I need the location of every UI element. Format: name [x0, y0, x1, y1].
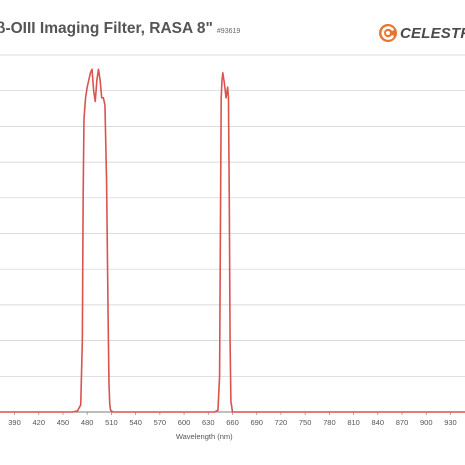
x-tick-label: 810: [347, 418, 360, 427]
x-tick-label: 780: [323, 418, 336, 427]
x-tick-label: 480: [81, 418, 94, 427]
x-tick-label: 930: [444, 418, 457, 427]
x-tick-label: 390: [8, 418, 21, 427]
x-tick-label: 660: [226, 418, 239, 427]
x-tick-label: 570: [154, 418, 167, 427]
x-tick-label: 540: [129, 418, 142, 427]
x-tick-label: 510: [105, 418, 118, 427]
brand-logo: CELESTR: [378, 22, 465, 44]
brand-name: CELESTR: [400, 24, 465, 42]
catalog-number: #93619: [216, 28, 241, 35]
x-tick-label: 450: [57, 418, 70, 427]
x-tick-label: 750: [299, 418, 312, 427]
series-layer: [0, 68, 465, 413]
x-tick-label: 720: [275, 418, 288, 427]
chart-title: β-OIII Imaging Filter, RASA 8": [0, 20, 213, 37]
x-tick-label: 630: [202, 418, 215, 427]
x-tick-label: 870: [396, 418, 409, 427]
celestron-swirl-icon: [379, 24, 397, 42]
transmission-series-line: [0, 68, 465, 413]
grid-lines: [0, 54, 465, 413]
x-tick-label: 420: [32, 418, 45, 427]
x-tick-labels: 390 420 450 480 510 540 570 600 630 660 690 720 750 7…: [8, 412, 457, 427]
chart-title-row: β-OIII Imaging Filter, RASA 8" #93619: [0, 20, 240, 46]
x-tick-label: 840: [372, 418, 385, 427]
x-tick-label: 900: [420, 418, 433, 427]
x-tick-label: 600: [178, 418, 191, 427]
x-tick-label: 690: [250, 418, 263, 427]
x-axis-title: Wavelength (nm): [176, 432, 233, 441]
